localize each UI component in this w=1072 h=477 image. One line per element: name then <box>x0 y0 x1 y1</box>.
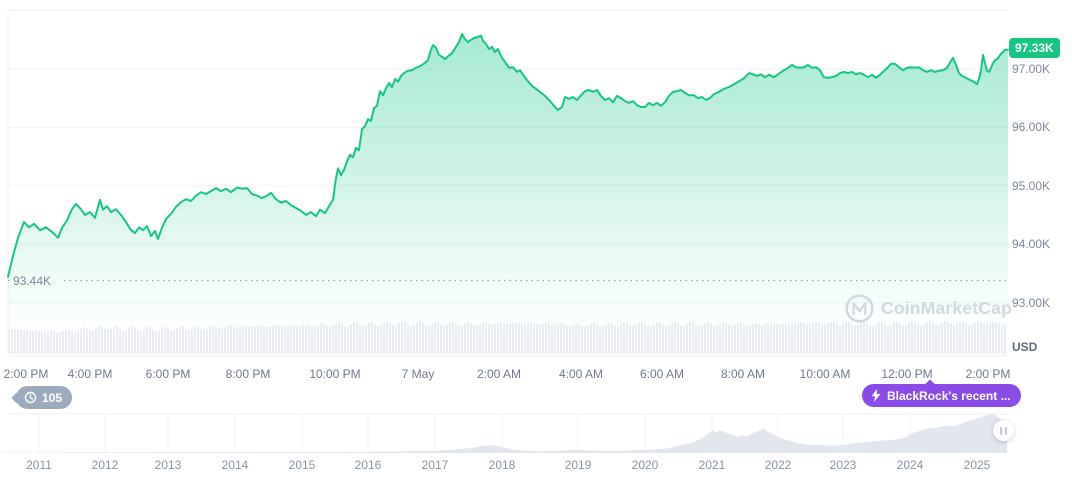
minimap-handle[interactable] <box>993 420 1014 441</box>
y-axis-label: 95.00K <box>1012 179 1051 193</box>
lightning-icon <box>871 389 881 402</box>
price-line <box>7 33 1009 278</box>
year-label: 2017 <box>421 458 449 472</box>
year-label: 2025 <box>963 458 991 472</box>
year-label: 2024 <box>896 458 924 472</box>
y-axis-label: 94.00K <box>1012 237 1051 251</box>
x-axis-label: 7 May <box>401 367 435 381</box>
y-axis-label: 93.00K <box>1012 296 1051 310</box>
x-axis-label: 8:00 AM <box>720 367 766 381</box>
minimap-area <box>2 413 1007 453</box>
year-label: 2021 <box>698 458 726 472</box>
currency-label: USD <box>1012 340 1038 354</box>
x-axis-label: 6:00 PM <box>145 367 191 381</box>
x-axis-label: 4:00 PM <box>67 367 113 381</box>
y-axis-label: 96.00K <box>1012 120 1051 134</box>
history-clock-icon <box>24 391 37 404</box>
news-annotation-badge[interactable]: BlackRock's recent ... <box>862 384 1021 407</box>
y-axis-label: 97.00K <box>1012 62 1051 76</box>
pause-handle-icon <box>1000 426 1002 435</box>
year-label: 2016 <box>354 458 382 472</box>
price-area <box>8 34 1008 356</box>
year-label: 2012 <box>91 458 119 472</box>
x-axis-label: 12:00 PM <box>881 367 933 381</box>
x-axis-label: 2:00 AM <box>476 367 522 381</box>
year-label: 2020 <box>631 458 659 472</box>
x-axis-label: 10:00 AM <box>799 367 851 381</box>
year-label: 2013 <box>154 458 182 472</box>
year-label: 2011 <box>26 458 52 472</box>
year-label: 2019 <box>564 458 592 472</box>
history-count: 105 <box>42 390 63 405</box>
timeline-minimap <box>2 413 1008 453</box>
x-axis-label: 4:00 AM <box>558 367 604 381</box>
x-axis-label: 6:00 AM <box>639 367 685 381</box>
year-label: 2014 <box>221 458 249 472</box>
x-axis-label: 2:00 PM <box>965 367 1011 381</box>
year-label: 2023 <box>829 458 857 472</box>
x-axis-label: 2:00 PM <box>3 367 49 381</box>
history-annotations-badge[interactable]: 105 <box>16 386 73 409</box>
pause-handle-icon <box>1005 426 1007 435</box>
x-axis-label: 10:00 PM <box>309 367 361 381</box>
year-label: 2018 <box>488 458 516 472</box>
news-label: BlackRock's recent ... <box>887 388 1011 403</box>
year-label: 2015 <box>288 458 316 472</box>
current-price-badge: 97.33K <box>1009 38 1060 58</box>
x-axis-label: 8:00 PM <box>225 367 271 381</box>
open-price-label: 93.44K <box>13 274 52 288</box>
year-label: 2022 <box>764 458 792 472</box>
